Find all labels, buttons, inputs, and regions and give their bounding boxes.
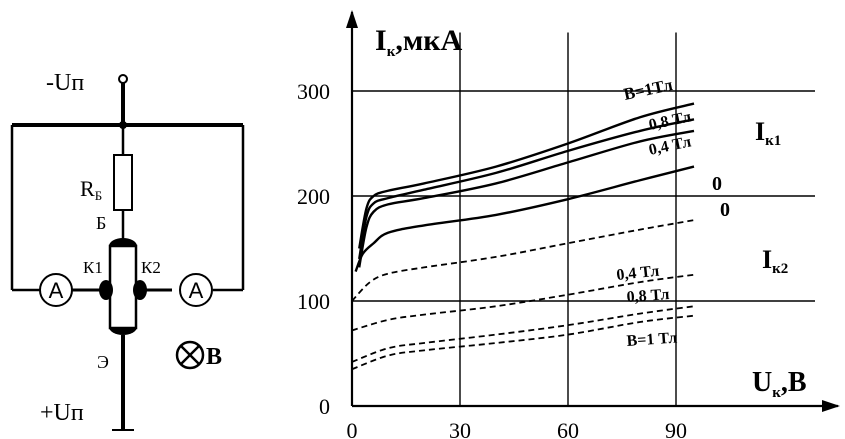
series-label: B=1Тл <box>622 75 675 104</box>
transistor-circuit: -Uп RБ Б К1 К2 A A <box>10 70 245 431</box>
y-axis-arrow-icon <box>346 10 358 28</box>
series-line-ik2-5 <box>351 273 695 332</box>
y-tick-label: 200 <box>297 184 330 209</box>
x-axis-arrow-icon <box>822 400 840 412</box>
x-tick-label: 30 <box>449 418 471 439</box>
x-tick-label: 90 <box>665 418 687 439</box>
group-label-ik1: Iк1 <box>755 117 781 149</box>
base-label: Б <box>96 213 106 233</box>
resistor-label: RБ <box>80 176 102 203</box>
series-label: 0 <box>720 199 730 221</box>
series-line-ik2-7 <box>351 314 695 371</box>
supply-top-terminal <box>118 74 128 84</box>
supply-top-label: -Uп <box>46 70 84 96</box>
collector2-contact <box>133 280 147 300</box>
series-label: 0,8 Тл <box>626 286 670 306</box>
series-label: B=1 Тл <box>626 329 678 349</box>
series-line-ik1-1 <box>358 118 695 260</box>
axes <box>346 10 840 412</box>
y-axis-label: Iк,мкА <box>375 24 463 60</box>
ammeter-left-label: A <box>49 278 64 303</box>
ammeter-right-label: A <box>189 278 204 303</box>
collector1-contact <box>99 280 113 300</box>
series-lines <box>351 102 695 371</box>
series-line-ik2-4 <box>351 219 695 302</box>
x-axis-label: Uк,В <box>752 367 807 401</box>
supply-bottom-label: +Uп <box>40 400 84 426</box>
series-line-ik1-2 <box>358 129 695 268</box>
y-tick-label: 300 <box>297 79 330 104</box>
series-label: 0,4 Тл <box>616 263 660 284</box>
transistor-body <box>108 244 138 330</box>
ammeter-left <box>39 273 73 307</box>
x-tick-label: 60 <box>557 418 579 439</box>
series-line-ik2-6 <box>351 305 695 363</box>
field-label: B <box>206 344 222 370</box>
collector2-label: К2 <box>141 258 161 277</box>
base-resistor <box>113 154 133 211</box>
field-cross <box>180 345 200 365</box>
tick-labels: 0 30 60 90 0 100 200 300 <box>297 79 687 439</box>
x-tick-label: 0 <box>347 418 358 439</box>
series-label: 0 <box>712 173 722 195</box>
y-tick-label: 0 <box>319 394 330 419</box>
ammeter-right <box>179 273 213 307</box>
y-tick-label: 100 <box>297 289 330 314</box>
series-line-ik1-3 <box>354 165 695 273</box>
collector1-label: К1 <box>83 258 103 277</box>
series-line-ik1-0 <box>358 102 695 249</box>
group-label-ik2: Iк2 <box>762 245 788 277</box>
emitter-label: Э <box>97 352 109 372</box>
